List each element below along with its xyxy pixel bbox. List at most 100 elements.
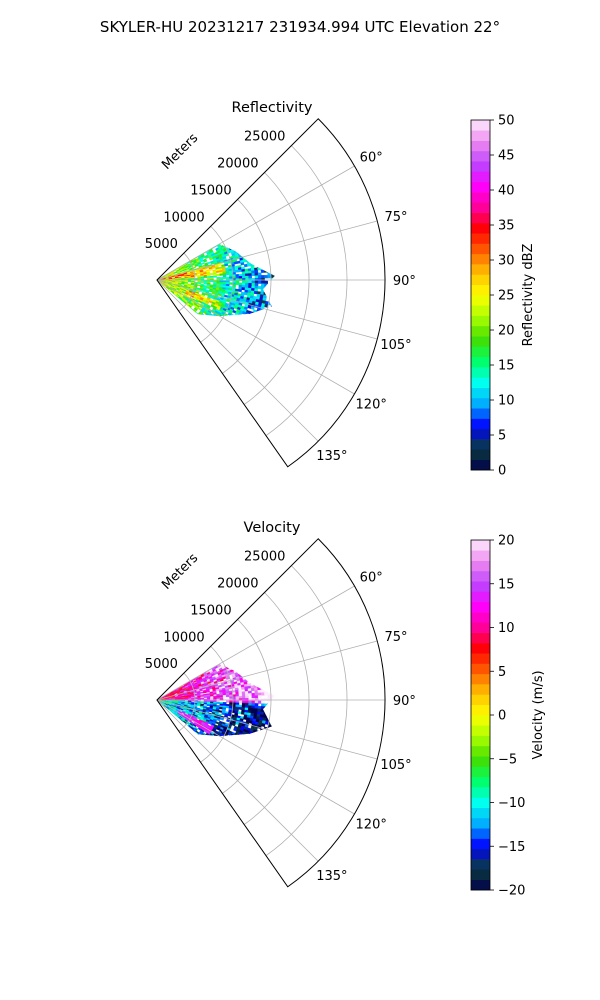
velocity-colorbar-segment <box>471 838 490 850</box>
reflectivity-colorbar-tick-label: 0 <box>498 464 506 479</box>
reflectivity-range-ring-20000 <box>243 172 310 405</box>
velocity-colorbar-segment <box>471 570 490 582</box>
velocity-angle-tick-label: 90° <box>393 694 416 709</box>
velocity-radial-tick-label: 25000 <box>244 550 285 565</box>
reflectivity-colorbar-segment <box>471 408 490 419</box>
reflectivity-colorbar-segment <box>471 295 490 306</box>
velocity-colorbar-segment <box>471 848 490 860</box>
reflectivity-radial-tick-label: 20000 <box>217 157 258 172</box>
velocity-colorbar-segment <box>471 622 490 633</box>
velocity-radial-labels: 5000 10000 15000 20000 25000 <box>145 550 286 673</box>
reflectivity-colorbar-segment <box>471 192 490 203</box>
reflectivity-colorbar-segment <box>471 449 490 460</box>
velocity-azimuth-spoke-135 <box>156 699 319 862</box>
velocity-colorbar-segment <box>471 797 490 808</box>
velocity-colorbar-segment <box>471 787 490 798</box>
velocity-colorbar-segment <box>471 756 490 767</box>
velocity-angle-tick-label: 105° <box>380 758 411 773</box>
velocity-colorbar-segment <box>471 684 490 695</box>
velocity-colorbar-segment <box>471 540 490 551</box>
velocity-colorbar-tick-label: 10 <box>498 621 515 636</box>
reflectivity-colorbar-segment <box>471 418 490 430</box>
reflectivity-colorbar-segment <box>471 315 490 327</box>
reflectivity-colorbar-tick-label: 40 <box>498 184 515 199</box>
reflectivity-colorbar-tick-label: 45 <box>498 149 515 164</box>
reflectivity-colorbar-segment <box>471 459 490 471</box>
velocity-colorbar-tick-label: 20 <box>498 534 515 549</box>
reflectivity-colorbar-segment <box>471 397 490 409</box>
velocity-colorbar-segment <box>471 869 490 880</box>
velocity-radial-tick-label: 10000 <box>163 630 204 645</box>
velocity-grid <box>156 538 386 888</box>
velocity-range-ring-20000 <box>243 592 310 825</box>
reflectivity-radial-tick-label: 25000 <box>244 130 285 145</box>
velocity-range-ring-5000 <box>178 672 196 732</box>
figure-title: SKYLER-HU 20231217 231934.994 UTC Elevat… <box>100 18 500 36</box>
reflectivity-colorbar-tick-label: 10 <box>498 394 515 409</box>
reflectivity-colorbar: 0 5 10 15 20 25 30 35 40 45 50 <box>470 114 515 479</box>
reflectivity-colorbar-segment <box>471 284 490 296</box>
reflectivity-colorbar-segment <box>471 387 490 399</box>
reflectivity-colorbar-segment <box>471 336 490 347</box>
velocity-colorbar-segment <box>471 581 490 592</box>
velocity-angle-tick-label: 60° <box>360 570 383 585</box>
reflectivity-angle-labels: 60° 75° 90° 105° 120° 135° <box>316 150 416 464</box>
reflectivity-colorbar-label: Reflectivity dBZ <box>521 244 536 347</box>
reflectivity-angle-tick-label: 120° <box>356 398 387 413</box>
velocity-colorbar-segment <box>471 601 490 613</box>
reflectivity-colorbar-segment <box>471 181 490 193</box>
reflectivity-colorbar-segment <box>471 264 490 275</box>
reflectivity-sector-frame <box>156 118 386 468</box>
velocity-range-ring-10000 <box>200 645 234 763</box>
reflectivity-colorbar-segment <box>471 120 490 131</box>
reflectivity-range-ring-15000 <box>222 199 272 374</box>
reflectivity-radial-tick-label: 10000 <box>163 210 204 225</box>
velocity-colorbar-segment <box>471 725 490 736</box>
velocity-colorbar-segment <box>471 653 490 664</box>
velocity-colorbar-segment <box>471 715 490 726</box>
reflectivity-range-ring-10000 <box>200 225 234 343</box>
reflectivity-panel: Reflectivity 5000 10000 15000 20000 25000 60… <box>145 100 536 479</box>
velocity-azimuth-spoke-120 <box>156 699 355 815</box>
velocity-panel: Velocity 5000 10000 15000 20000 25000 60° 75°… <box>145 520 546 899</box>
reflectivity-angle-tick-label: 60° <box>360 150 383 165</box>
velocity-angle-tick-label: 135° <box>316 869 347 884</box>
reflectivity-colorbar-segment <box>471 428 490 440</box>
velocity-colorbar-segment <box>471 828 490 839</box>
velocity-range-ring-25000 <box>265 565 348 856</box>
velocity-colorbar-segment <box>471 745 490 757</box>
reflectivity-grid <box>156 118 386 468</box>
velocity-colorbar-segment <box>471 879 490 891</box>
reflectivity-radial-tick-label: 5000 <box>145 237 178 252</box>
reflectivity-colorbar-segment <box>471 305 490 316</box>
reflectivity-angle-tick-label: 105° <box>380 338 411 353</box>
reflectivity-colorbar-segment <box>471 243 490 255</box>
reflectivity-colorbar-tick-label: 35 <box>498 219 515 234</box>
velocity-azimuth-spoke-75 <box>156 640 378 701</box>
velocity-colorbar-tick-label: 0 <box>498 709 506 724</box>
velocity-colorbar-segment <box>471 807 490 819</box>
velocity-colorbar: −20 −15 −10 −5 0 5 10 15 20 <box>470 534 525 899</box>
reflectivity-angle-tick-label: 90° <box>393 274 416 289</box>
velocity-radial-tick-label: 20000 <box>217 577 258 592</box>
velocity-colorbar-tick-label: −20 <box>498 884 525 899</box>
velocity-title: Velocity <box>244 520 301 536</box>
reflectivity-colorbar-tick-label: 50 <box>498 114 515 129</box>
velocity-colorbar-segment <box>471 766 490 778</box>
reflectivity-colorbar-segment <box>471 356 490 368</box>
velocity-radial-axis-label: Meters <box>159 551 201 593</box>
velocity-colorbar-segment <box>471 735 490 747</box>
velocity-colorbar-segment <box>471 591 490 603</box>
reflectivity-azimuth-spoke-120 <box>156 279 355 395</box>
reflectivity-colorbar-segment <box>471 377 490 388</box>
reflectivity-angle-tick-label: 135° <box>316 449 347 464</box>
reflectivity-colorbar-tick-label: 5 <box>498 429 506 444</box>
velocity-colorbar-segment <box>471 642 490 654</box>
reflectivity-colorbar-tick-label: 30 <box>498 254 515 269</box>
velocity-colorbar-segment <box>471 776 490 788</box>
reflectivity-colorbar-tick-label: 25 <box>498 289 515 304</box>
velocity-colorbar-segment <box>471 632 490 644</box>
reflectivity-colorbar-segment <box>471 222 490 234</box>
velocity-colorbar-tick-label: 15 <box>498 577 515 592</box>
